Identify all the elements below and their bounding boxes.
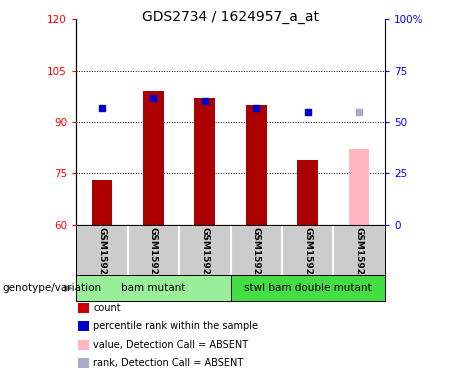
Text: genotype/variation: genotype/variation [2,283,101,293]
Text: GSM159290: GSM159290 [355,227,364,288]
Text: GSM159288: GSM159288 [252,227,261,288]
Text: GSM159289: GSM159289 [303,227,312,288]
Text: stwl bam double mutant: stwl bam double mutant [244,283,372,293]
Bar [349,149,369,225]
Text: GSM159287: GSM159287 [200,227,209,288]
Bar [195,98,215,225]
Text: GDS2734 / 1624957_a_at: GDS2734 / 1624957_a_at [142,10,319,23]
Bar [76,275,230,301]
Text: rank, Detection Call = ABSENT: rank, Detection Call = ABSENT [93,358,243,368]
Text: bam mutant: bam mutant [121,283,185,293]
Bar [143,91,164,225]
Bar [91,180,112,225]
Bar [246,105,266,225]
Text: count: count [93,303,121,313]
Bar [230,275,385,301]
Text: GSM159286: GSM159286 [149,227,158,288]
Text: GSM159285: GSM159285 [97,227,106,288]
Text: value, Detection Call = ABSENT: value, Detection Call = ABSENT [93,340,248,350]
Bar [297,160,318,225]
Text: percentile rank within the sample: percentile rank within the sample [93,321,258,331]
